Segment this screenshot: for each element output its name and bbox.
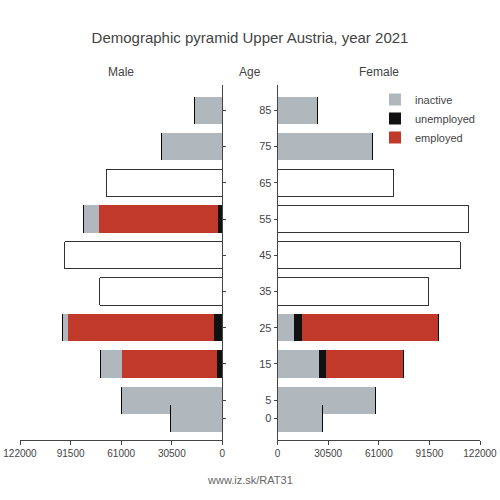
svg-text:15: 15 [259, 358, 271, 370]
svg-text:Male: Male [108, 65, 134, 79]
svg-text:91500: 91500 [415, 448, 443, 459]
svg-text:61000: 61000 [107, 448, 135, 459]
svg-text:122000: 122000 [3, 448, 37, 459]
svg-text:inactive: inactive [415, 94, 452, 106]
svg-text:65: 65 [259, 177, 271, 189]
svg-text:Age: Age [239, 65, 261, 79]
svg-text:75: 75 [259, 140, 271, 152]
svg-text:unemployed: unemployed [415, 113, 475, 125]
svg-text:5: 5 [265, 394, 271, 406]
svg-text:25: 25 [259, 322, 271, 334]
svg-text:www.iz.sk/RAT31: www.iz.sk/RAT31 [207, 474, 293, 486]
svg-text:0: 0 [265, 412, 271, 424]
svg-text:Female: Female [359, 65, 399, 79]
svg-text:55: 55 [259, 213, 271, 225]
svg-text:61000: 61000 [365, 448, 393, 459]
svg-text:35: 35 [259, 285, 271, 297]
svg-text:85: 85 [259, 104, 271, 116]
svg-text:0: 0 [220, 448, 226, 459]
svg-text:91500: 91500 [57, 448, 85, 459]
svg-text:Demographic pyramid Upper Aust: Demographic pyramid Upper Austria, year … [92, 29, 409, 46]
svg-text:45: 45 [259, 249, 271, 261]
svg-text:employed: employed [415, 132, 463, 144]
svg-text:122000: 122000 [463, 448, 497, 459]
svg-text:30500: 30500 [158, 448, 186, 459]
svg-text:30500: 30500 [314, 448, 342, 459]
svg-text:0: 0 [275, 448, 281, 459]
